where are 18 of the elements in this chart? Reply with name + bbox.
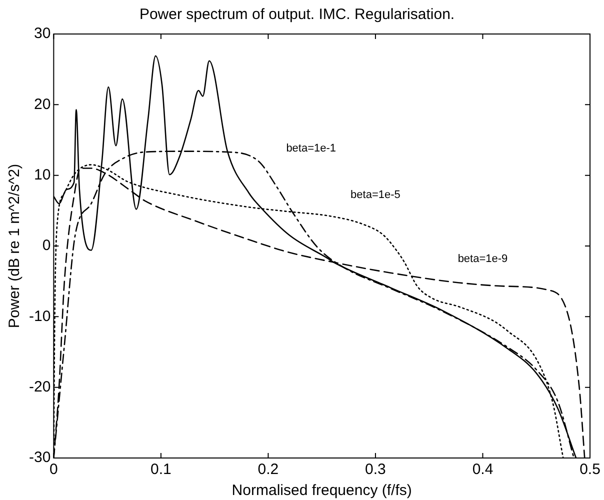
annotation: beta=1e-9: [458, 252, 508, 265]
x-tick-label: 0.5: [580, 461, 600, 478]
y-axis-title: Power (dB re 1 m^2/s^2): [6, 164, 24, 328]
y-tick-label: 30: [34, 25, 51, 42]
x-tick-label: 0.1: [150, 461, 172, 478]
annotation: beta=1e-5: [350, 189, 400, 202]
chart-title: Power spectrum of output. IMC. Regularisation.: [139, 6, 455, 24]
y-tick-label: 10: [34, 166, 51, 184]
y-tick-label: -10: [28, 308, 51, 325]
x-tick-label: 0.4: [472, 461, 494, 478]
x-tick-label: 0.2: [258, 461, 279, 478]
x-tick-label: 0.3: [365, 461, 386, 478]
y-tick-label: -20: [28, 378, 51, 396]
y-tick-label: -30: [28, 449, 51, 466]
annotation: beta=1e-1: [286, 142, 336, 155]
x-axis-title: Normalised frequency (f/fs): [232, 482, 412, 500]
y-tick-label: 0: [42, 237, 51, 254]
y-tick-label: 20: [34, 96, 51, 113]
